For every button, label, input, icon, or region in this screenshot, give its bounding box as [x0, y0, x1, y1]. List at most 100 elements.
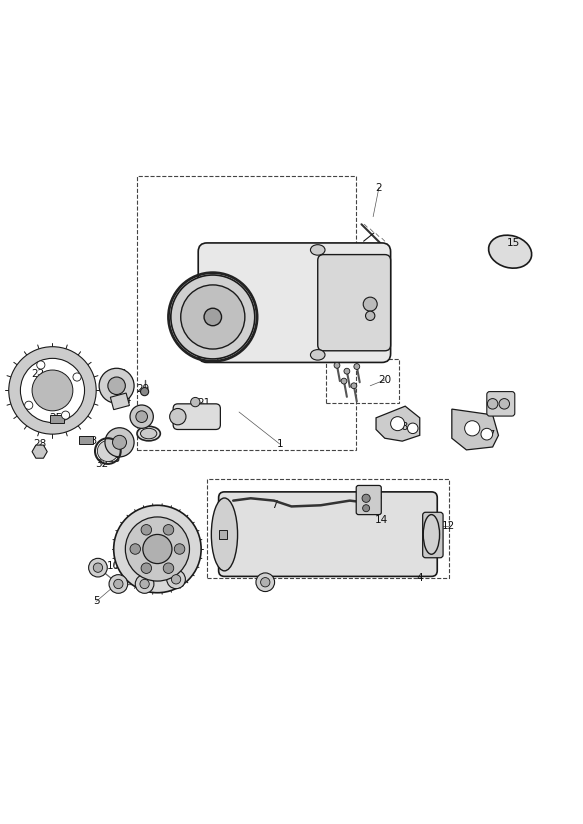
Bar: [326, 359, 399, 403]
Text: 11: 11: [262, 579, 275, 589]
Circle shape: [191, 397, 200, 407]
Text: 1: 1: [276, 439, 283, 449]
Text: 14: 14: [375, 515, 388, 525]
Circle shape: [135, 574, 154, 593]
Ellipse shape: [137, 426, 160, 441]
Text: 8: 8: [136, 538, 143, 548]
Circle shape: [130, 544, 141, 555]
Ellipse shape: [141, 428, 157, 439]
Text: 26: 26: [113, 369, 126, 379]
Ellipse shape: [310, 349, 325, 360]
Text: 19: 19: [501, 398, 514, 408]
Circle shape: [114, 579, 123, 588]
Circle shape: [408, 423, 418, 433]
Ellipse shape: [489, 235, 532, 268]
Text: 23: 23: [107, 454, 120, 464]
Circle shape: [481, 428, 493, 440]
Ellipse shape: [211, 498, 238, 571]
Circle shape: [391, 417, 405, 431]
Circle shape: [125, 517, 189, 581]
Circle shape: [174, 544, 185, 555]
Text: 7: 7: [271, 500, 278, 510]
Circle shape: [141, 563, 152, 574]
Circle shape: [170, 409, 186, 425]
Text: 21: 21: [198, 398, 210, 408]
Text: 10: 10: [107, 561, 120, 572]
Bar: [207, 479, 449, 578]
Circle shape: [499, 399, 510, 409]
Circle shape: [362, 494, 370, 503]
Circle shape: [363, 504, 370, 512]
Text: 24: 24: [119, 396, 132, 405]
Bar: [110, 393, 129, 410]
Circle shape: [167, 570, 185, 588]
Ellipse shape: [310, 245, 325, 255]
Circle shape: [204, 308, 222, 325]
Circle shape: [171, 574, 181, 584]
Text: 27: 27: [107, 442, 120, 452]
Polygon shape: [452, 409, 498, 450]
Text: 20: 20: [378, 375, 391, 385]
Text: 30: 30: [136, 410, 149, 420]
Circle shape: [97, 441, 118, 461]
Text: 9: 9: [370, 503, 377, 513]
Circle shape: [73, 373, 81, 381]
Text: 3: 3: [212, 354, 219, 364]
Circle shape: [61, 411, 69, 419]
FancyBboxPatch shape: [423, 513, 443, 558]
Text: 32: 32: [96, 460, 108, 470]
Polygon shape: [32, 445, 47, 458]
Circle shape: [351, 383, 357, 389]
Circle shape: [261, 578, 270, 587]
Text: 17: 17: [483, 430, 496, 440]
Circle shape: [99, 368, 134, 403]
Circle shape: [256, 573, 275, 592]
Circle shape: [114, 505, 201, 592]
Text: 33: 33: [84, 436, 97, 446]
Circle shape: [113, 435, 127, 449]
FancyBboxPatch shape: [356, 485, 381, 515]
Text: 4: 4: [416, 574, 423, 583]
Wedge shape: [9, 347, 96, 434]
Circle shape: [143, 535, 172, 564]
Circle shape: [465, 421, 480, 436]
Text: 28: 28: [33, 439, 46, 449]
Text: 5: 5: [93, 597, 100, 606]
FancyBboxPatch shape: [318, 255, 391, 351]
Text: 16: 16: [370, 492, 382, 502]
Circle shape: [141, 525, 152, 535]
Circle shape: [108, 377, 125, 395]
Text: 31: 31: [142, 428, 155, 438]
Circle shape: [37, 361, 45, 369]
Circle shape: [354, 363, 360, 369]
Circle shape: [163, 563, 174, 574]
Circle shape: [141, 387, 149, 396]
Ellipse shape: [423, 515, 440, 555]
Bar: [137, 176, 356, 450]
Circle shape: [89, 559, 107, 577]
Circle shape: [487, 399, 498, 409]
Circle shape: [366, 311, 375, 321]
Circle shape: [163, 525, 174, 535]
FancyBboxPatch shape: [173, 404, 220, 429]
Circle shape: [32, 370, 73, 411]
Circle shape: [109, 574, 128, 593]
Circle shape: [341, 378, 347, 384]
Circle shape: [140, 579, 149, 588]
Circle shape: [93, 563, 103, 573]
Text: 22: 22: [31, 369, 44, 379]
Text: 25: 25: [49, 413, 62, 423]
FancyBboxPatch shape: [219, 492, 437, 577]
Bar: [79, 436, 93, 444]
Polygon shape: [376, 406, 420, 441]
Circle shape: [105, 428, 134, 456]
Text: 18: 18: [396, 422, 409, 432]
Text: 13: 13: [203, 419, 216, 428]
Bar: [50, 415, 64, 423]
Bar: [219, 531, 227, 539]
Text: 29: 29: [136, 384, 149, 394]
Circle shape: [344, 368, 350, 374]
Circle shape: [24, 401, 33, 410]
FancyBboxPatch shape: [198, 243, 391, 363]
Circle shape: [171, 275, 255, 359]
